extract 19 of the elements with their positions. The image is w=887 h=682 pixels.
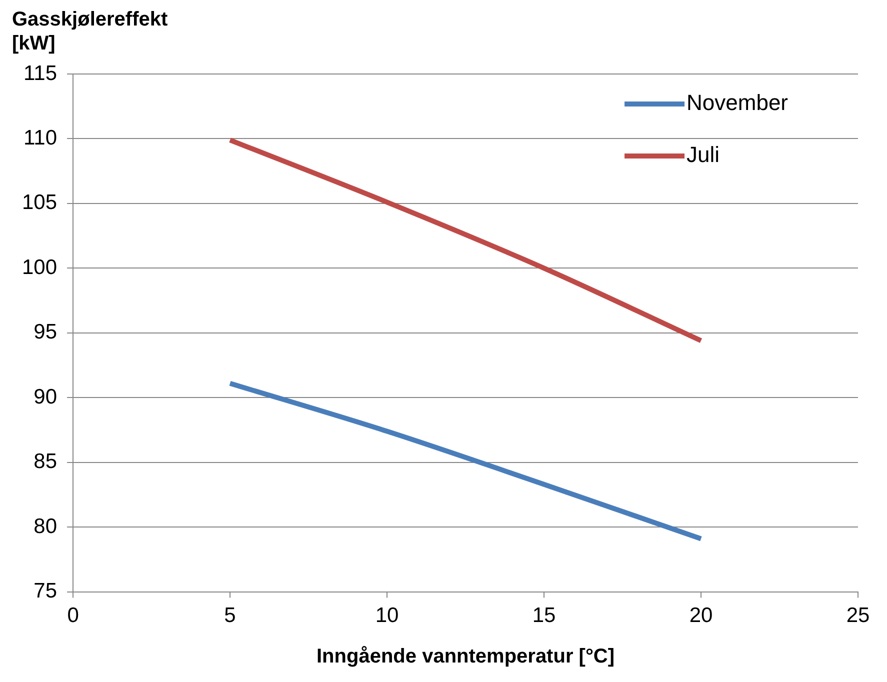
y-tick-label: 110 [24,126,58,150]
y-tick-label: 85 [34,450,58,474]
y-tick-label: 80 [34,514,58,538]
y-tick-label: 90 [34,385,58,408]
y-tick-label: 95 [34,320,58,344]
x-tick-label: 10 [375,604,399,628]
x-tick-label: 0 [67,604,79,628]
legend-label: Juli [686,142,720,168]
x-axis-title: Inngående vanntemperatur [°C] [316,646,615,668]
x-tick-label: 5 [224,604,236,628]
x-tick-label: 25 [846,604,870,628]
y-tick-label: 105 [22,191,58,214]
y-tick-label: 100 [22,256,58,279]
legend-label: November [686,90,788,116]
x-tick-label: 20 [689,604,713,628]
x-tick-label: 15 [532,604,556,628]
y-tick-label: 75 [34,580,58,603]
y-axis-title: Gasskjølereffekt [kW] [12,8,168,55]
y-tick-label: 115 [24,62,58,85]
